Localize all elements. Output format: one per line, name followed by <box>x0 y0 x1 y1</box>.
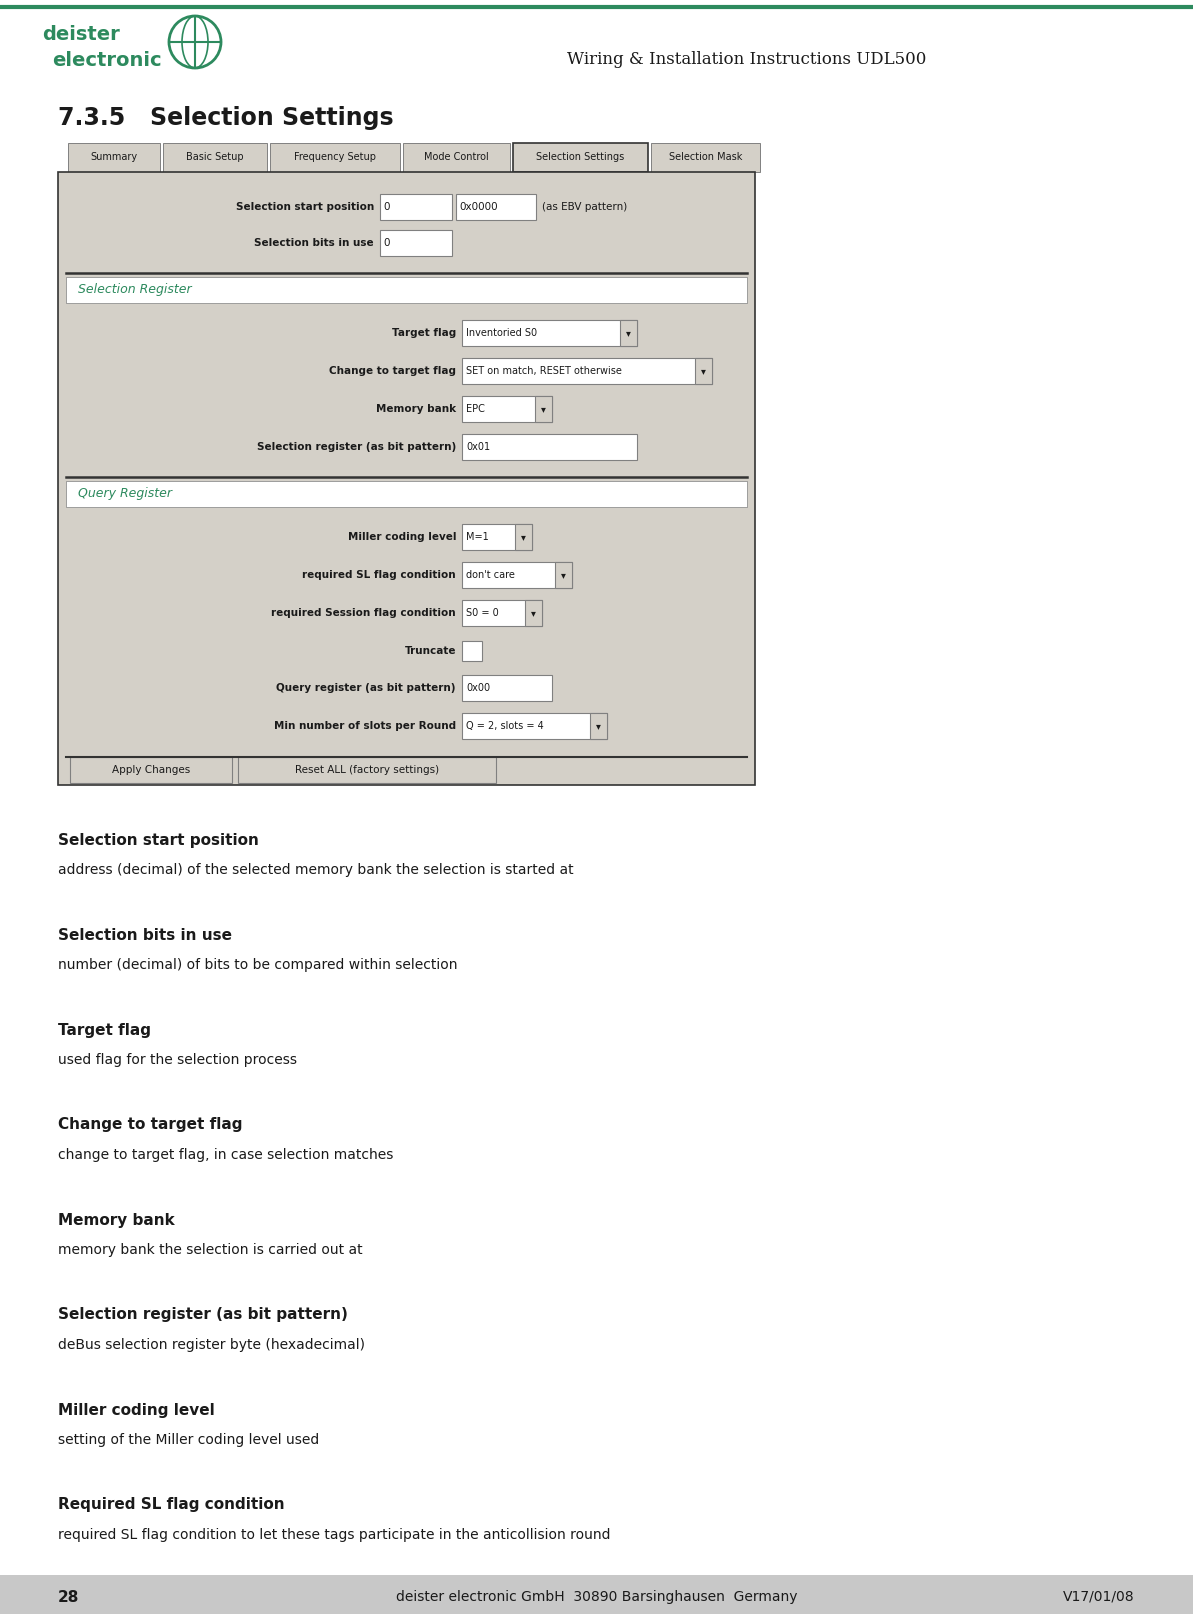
FancyBboxPatch shape <box>534 395 552 421</box>
Text: number (decimal) of bits to be compared within selection: number (decimal) of bits to be compared … <box>58 959 457 972</box>
Text: Selection Settings: Selection Settings <box>537 152 625 163</box>
Text: deister electronic GmbH  30890 Barsinghausen  Germany: deister electronic GmbH 30890 Barsinghau… <box>396 1590 797 1604</box>
FancyBboxPatch shape <box>513 144 648 173</box>
Text: 28: 28 <box>58 1590 80 1604</box>
Text: Query register (as bit pattern): Query register (as bit pattern) <box>277 683 456 692</box>
Text: Target flag: Target flag <box>391 328 456 337</box>
Text: 0: 0 <box>383 237 389 249</box>
FancyBboxPatch shape <box>381 231 452 257</box>
Text: Selection Register: Selection Register <box>78 284 192 297</box>
Text: required SL flag condition: required SL flag condition <box>302 570 456 579</box>
FancyBboxPatch shape <box>462 525 532 550</box>
Text: Reset ALL (factory settings): Reset ALL (factory settings) <box>295 765 439 775</box>
Text: Basic Setup: Basic Setup <box>186 152 243 163</box>
FancyBboxPatch shape <box>403 144 509 173</box>
Text: Selection start position: Selection start position <box>236 202 373 211</box>
Text: Wiring & Installation Instructions UDL500: Wiring & Installation Instructions UDL50… <box>567 52 926 68</box>
Text: 0x00: 0x00 <box>466 683 490 692</box>
Text: Selection start position: Selection start position <box>58 833 259 847</box>
FancyBboxPatch shape <box>525 600 542 626</box>
FancyBboxPatch shape <box>66 481 747 507</box>
FancyBboxPatch shape <box>462 434 637 460</box>
Text: Selection Mask: Selection Mask <box>669 152 742 163</box>
Text: required Session flag condition: required Session flag condition <box>271 608 456 618</box>
Text: EPC: EPC <box>466 404 484 415</box>
FancyBboxPatch shape <box>462 320 637 345</box>
Text: ▾: ▾ <box>531 608 536 618</box>
FancyBboxPatch shape <box>68 144 160 173</box>
Text: used flag for the selection process: used flag for the selection process <box>58 1052 297 1067</box>
Text: Selection bits in use: Selection bits in use <box>58 928 231 943</box>
FancyBboxPatch shape <box>462 562 571 587</box>
FancyBboxPatch shape <box>555 562 571 587</box>
FancyBboxPatch shape <box>462 395 552 421</box>
FancyBboxPatch shape <box>70 757 231 783</box>
Text: Memory bank: Memory bank <box>376 404 456 415</box>
FancyBboxPatch shape <box>462 358 712 384</box>
FancyBboxPatch shape <box>58 173 755 784</box>
Text: memory bank the selection is carried out at: memory bank the selection is carried out… <box>58 1243 363 1257</box>
Text: 7.3.5   Selection Settings: 7.3.5 Selection Settings <box>58 107 394 131</box>
FancyBboxPatch shape <box>462 713 607 739</box>
Text: Miller coding level: Miller coding level <box>347 533 456 542</box>
FancyBboxPatch shape <box>462 675 552 700</box>
Text: Change to target flag: Change to target flag <box>329 366 456 376</box>
Text: M=1: M=1 <box>466 533 489 542</box>
Text: Truncate: Truncate <box>404 646 456 655</box>
Text: Frequency Setup: Frequency Setup <box>293 152 376 163</box>
Text: Target flag: Target flag <box>58 1023 152 1038</box>
FancyBboxPatch shape <box>462 600 542 626</box>
Text: ▾: ▾ <box>540 404 545 415</box>
Text: Change to target flag: Change to target flag <box>58 1117 242 1133</box>
Text: Query Register: Query Register <box>78 487 172 500</box>
FancyBboxPatch shape <box>456 194 536 220</box>
Text: Q = 2, slots = 4: Q = 2, slots = 4 <box>466 721 544 731</box>
Text: ▾: ▾ <box>625 328 630 337</box>
Text: Memory bank: Memory bank <box>58 1212 174 1228</box>
Text: electronic: electronic <box>52 50 161 69</box>
FancyBboxPatch shape <box>696 358 712 384</box>
Text: Selection register (as bit pattern): Selection register (as bit pattern) <box>58 1307 348 1322</box>
FancyBboxPatch shape <box>620 320 637 345</box>
FancyBboxPatch shape <box>270 144 400 173</box>
FancyBboxPatch shape <box>651 144 760 173</box>
Text: 0: 0 <box>383 202 389 211</box>
FancyBboxPatch shape <box>66 278 747 303</box>
Text: deBus selection register byte (hexadecimal): deBus selection register byte (hexadecim… <box>58 1338 365 1353</box>
Text: 0x01: 0x01 <box>466 442 490 452</box>
Text: V17/01/08: V17/01/08 <box>1063 1590 1135 1604</box>
Text: ▾: ▾ <box>595 721 600 731</box>
FancyBboxPatch shape <box>462 641 482 662</box>
Text: Selection register (as bit pattern): Selection register (as bit pattern) <box>256 442 456 452</box>
Text: SET on match, RESET otherwise: SET on match, RESET otherwise <box>466 366 622 376</box>
Text: deister: deister <box>42 24 119 44</box>
FancyBboxPatch shape <box>163 144 267 173</box>
Text: Mode Control: Mode Control <box>425 152 489 163</box>
Text: change to target flag, in case selection matches: change to target flag, in case selection… <box>58 1148 394 1162</box>
FancyBboxPatch shape <box>515 525 532 550</box>
FancyBboxPatch shape <box>381 194 452 220</box>
FancyBboxPatch shape <box>0 1575 1193 1614</box>
Text: Inventoried S0: Inventoried S0 <box>466 328 537 337</box>
Text: 0x0000: 0x0000 <box>459 202 497 211</box>
Text: don't care: don't care <box>466 570 515 579</box>
Text: setting of the Miller coding level used: setting of the Miller coding level used <box>58 1433 320 1448</box>
FancyBboxPatch shape <box>591 713 607 739</box>
Text: Required SL flag condition: Required SL flag condition <box>58 1498 285 1512</box>
Text: Miller coding level: Miller coding level <box>58 1403 215 1417</box>
Text: Apply Changes: Apply Changes <box>112 765 190 775</box>
Text: (as EBV pattern): (as EBV pattern) <box>542 202 628 211</box>
Text: Min number of slots per Round: Min number of slots per Round <box>274 721 456 731</box>
Text: ▾: ▾ <box>561 570 565 579</box>
Text: Summary: Summary <box>91 152 137 163</box>
Text: Selection bits in use: Selection bits in use <box>254 237 373 249</box>
Text: ▾: ▾ <box>700 366 705 376</box>
Text: required SL flag condition to let these tags participate in the anticollision ro: required SL flag condition to let these … <box>58 1528 611 1541</box>
FancyBboxPatch shape <box>237 757 496 783</box>
Text: address (decimal) of the selected memory bank the selection is started at: address (decimal) of the selected memory… <box>58 863 574 876</box>
Text: S0 = 0: S0 = 0 <box>466 608 499 618</box>
Text: ▾: ▾ <box>520 533 525 542</box>
